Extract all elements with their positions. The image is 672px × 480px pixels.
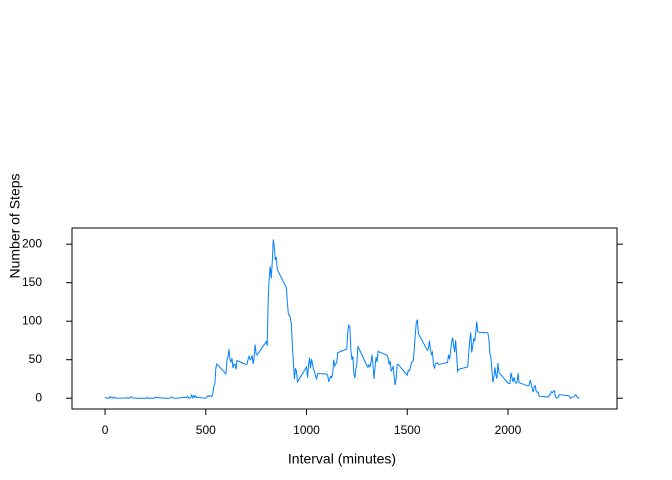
x-tick-label: 1500: [394, 423, 421, 437]
x-tick-label: 0: [102, 423, 109, 437]
y-axis-label: Number of Steps: [7, 173, 23, 278]
x-axis-label: Interval (minutes): [288, 451, 396, 467]
y-tick-label: 0: [35, 390, 42, 404]
y-tick-label: 50: [29, 352, 43, 366]
panel: [71, 227, 618, 410]
y-tick-label: 150: [22, 275, 42, 289]
x-tick-label: 1000: [293, 423, 320, 437]
y-tick-label: 200: [22, 236, 42, 250]
series-line: [104, 239, 580, 399]
x-tick-label: 2000: [495, 423, 522, 437]
y-tick-label: 100: [22, 313, 42, 327]
x-tick-label: 500: [196, 423, 216, 437]
